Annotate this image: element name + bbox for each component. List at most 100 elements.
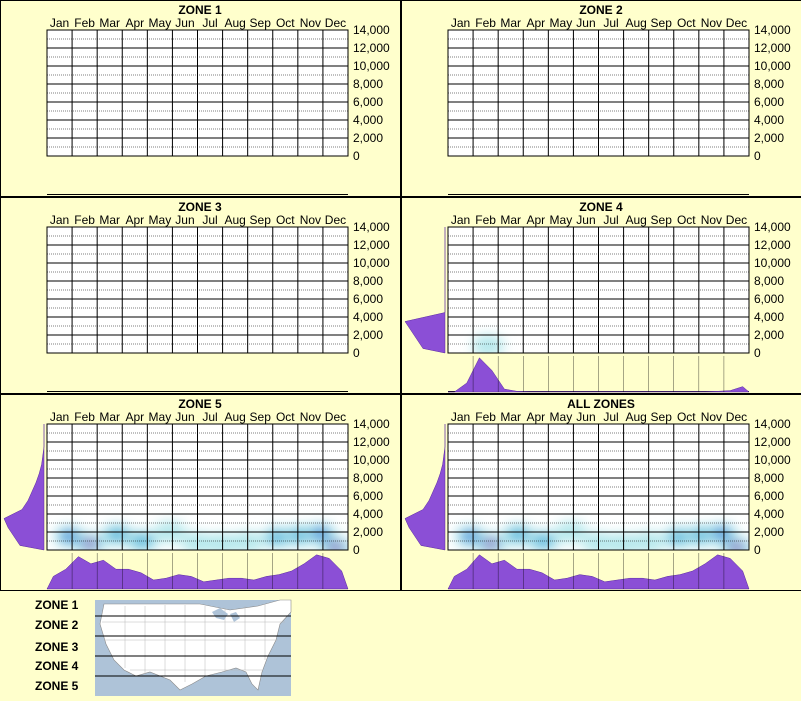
month-label-dec: Dec: [325, 16, 346, 30]
plot-border: [447, 423, 750, 551]
y-tick-label: 10,000: [754, 59, 791, 73]
panel-title: ZONE 3: [178, 200, 222, 214]
month-label-feb: Feb: [475, 410, 496, 424]
month-label-mar: Mar: [500, 16, 521, 30]
heat-spot-core: [62, 532, 77, 541]
y-tick-label: 12,000: [353, 238, 390, 252]
y-tick-label: 12,000: [353, 435, 390, 449]
panel-title: ALL ZONES: [567, 397, 635, 411]
y-tick-label: 6,000: [754, 95, 784, 109]
month-label-feb: Feb: [475, 213, 496, 227]
plot-border: [46, 226, 349, 354]
month-label-aug: Aug: [625, 213, 646, 227]
month-label-apr: Apr: [125, 213, 144, 227]
month-label-jun: Jun: [576, 16, 595, 30]
month-label-may: May: [550, 410, 573, 424]
month-label-dec: Dec: [325, 213, 346, 227]
heat-spot-mid: [131, 535, 154, 547]
heat-spot-peak: [731, 544, 742, 550]
y-tick-label: 8,000: [754, 471, 784, 485]
month-label-nov: Nov: [300, 213, 321, 227]
month-label-nov: Nov: [300, 16, 321, 30]
month-label-dec: Dec: [726, 213, 747, 227]
month-label-mar: Mar: [500, 410, 521, 424]
heat-spot-core: [714, 529, 729, 538]
zone-panel-4: ZONE 4 Jan Feb Mar Apr May Jun Jul Aug Sep Oct Nov D…: [401, 197, 801, 394]
month-label-dec: Dec: [726, 16, 747, 30]
y-tick-label: 2,000: [353, 328, 383, 342]
month-label-oct: Oct: [677, 213, 696, 227]
heat-spot-mid: [106, 528, 129, 541]
panel-border: [0, 0, 401, 197]
plot-border: [46, 29, 349, 157]
month-label-sep: Sep: [250, 410, 272, 424]
month-label-jun: Jun: [576, 410, 595, 424]
panel-border: [401, 394, 801, 591]
month-label-mar: Mar: [99, 410, 120, 424]
month-label-jun: Jun: [576, 213, 595, 227]
month-label-sep: Sep: [250, 16, 272, 30]
y-tick-label: 4,000: [353, 310, 383, 324]
month-label-oct: Oct: [276, 213, 295, 227]
y-tick-label: 4,000: [754, 507, 784, 521]
y-tick-label: 12,000: [754, 435, 791, 449]
panel-title: ZONE 1: [178, 3, 222, 17]
heat-density-layer: [53, 521, 348, 550]
month-label-sep: Sep: [651, 410, 673, 424]
month-label-jul: Jul: [202, 213, 217, 227]
y-tick-label: 14,000: [353, 220, 390, 234]
y-tick-label: 4,000: [754, 113, 784, 127]
panel-border: [401, 0, 801, 197]
month-label-jan: Jan: [451, 16, 470, 30]
month-label-jul: Jul: [603, 16, 618, 30]
month-label-aug: Aug: [625, 410, 646, 424]
y-tick-label: 0: [754, 346, 761, 360]
month-label-sep: Sep: [250, 213, 272, 227]
month-label-feb: Feb: [74, 16, 95, 30]
y-tick-label: 10,000: [754, 256, 791, 270]
y-tick-label: 12,000: [353, 41, 390, 55]
heat-spot-peak: [84, 540, 95, 547]
month-label-aug: Aug: [224, 16, 245, 30]
month-label-nov: Nov: [701, 213, 722, 227]
y-tick-label: 2,000: [353, 525, 383, 539]
y-tick-label: 2,000: [754, 131, 784, 145]
month-label-oct: Oct: [276, 16, 295, 30]
month-label-mar: Mar: [500, 213, 521, 227]
month-label-mar: Mar: [99, 213, 120, 227]
zone-boundary-lines: [95, 615, 291, 677]
us-map-image: [95, 599, 292, 696]
y-tick-label: 0: [353, 346, 360, 360]
month-label-may: May: [149, 213, 172, 227]
plot-border: [447, 226, 750, 354]
month-label-may: May: [550, 213, 573, 227]
y-tick-label: 0: [754, 543, 761, 557]
month-label-oct: Oct: [677, 410, 696, 424]
month-label-jan: Jan: [50, 410, 69, 424]
y-tick-label: 14,000: [353, 23, 390, 37]
month-label-jul: Jul: [202, 410, 217, 424]
month-label-aug: Aug: [224, 213, 245, 227]
month-label-oct: Oct: [276, 410, 295, 424]
month-label-aug: Aug: [625, 16, 646, 30]
legend-zone-1: ZONE 1: [35, 598, 79, 612]
y-tick-label: 10,000: [353, 59, 390, 73]
y-tick-label: 14,000: [353, 417, 390, 431]
month-label-jul: Jul: [202, 16, 217, 30]
zone-panel-5: ZONE 5 Jan Feb Mar Apr May Jun Jul Aug Sep Oct Nov D…: [0, 394, 401, 591]
month-label-feb: Feb: [74, 410, 95, 424]
y-tick-label: 12,000: [754, 41, 791, 55]
panel-border: [401, 197, 801, 394]
panel-title: ZONE 5: [178, 397, 222, 411]
month-label-nov: Nov: [701, 16, 722, 30]
y-tick-label: 0: [353, 543, 360, 557]
month-label-sep: Sep: [651, 16, 673, 30]
month-label-may: May: [550, 16, 573, 30]
month-label-nov: Nov: [701, 410, 722, 424]
y-tick-label: 10,000: [353, 453, 390, 467]
y-tick-label: 14,000: [754, 417, 791, 431]
heat-spot-peak: [330, 544, 341, 550]
heat-spot-mid: [507, 528, 530, 541]
month-label-jul: Jul: [603, 410, 618, 424]
month-label-jun: Jun: [175, 16, 194, 30]
